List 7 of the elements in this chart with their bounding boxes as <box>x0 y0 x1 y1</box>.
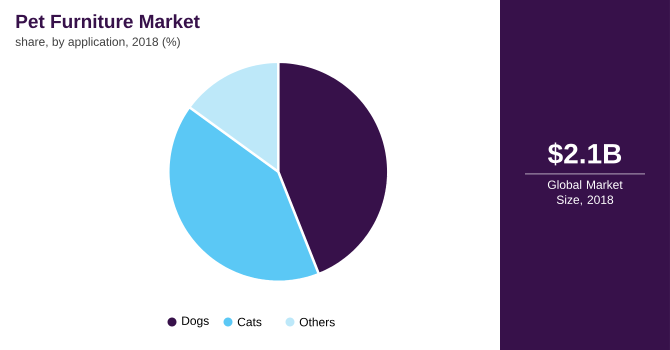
text: $2.1B <box>548 142 622 166</box>
chart-title: Pet Furniture Market <box>16 14 200 28</box>
legend-label: Others <box>300 318 335 326</box>
text: Global Market Size, 2018 <box>548 180 623 206</box>
legend-label: Dogs <box>182 316 209 328</box>
legend-label: Cats <box>238 318 262 326</box>
chart-subtitle: share, by application, 2018 (%) <box>16 37 180 48</box>
